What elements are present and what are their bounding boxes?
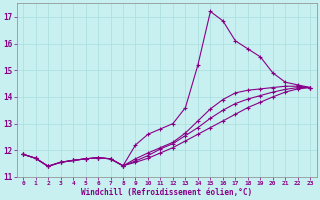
X-axis label: Windchill (Refroidissement éolien,°C): Windchill (Refroidissement éolien,°C) <box>81 188 252 197</box>
